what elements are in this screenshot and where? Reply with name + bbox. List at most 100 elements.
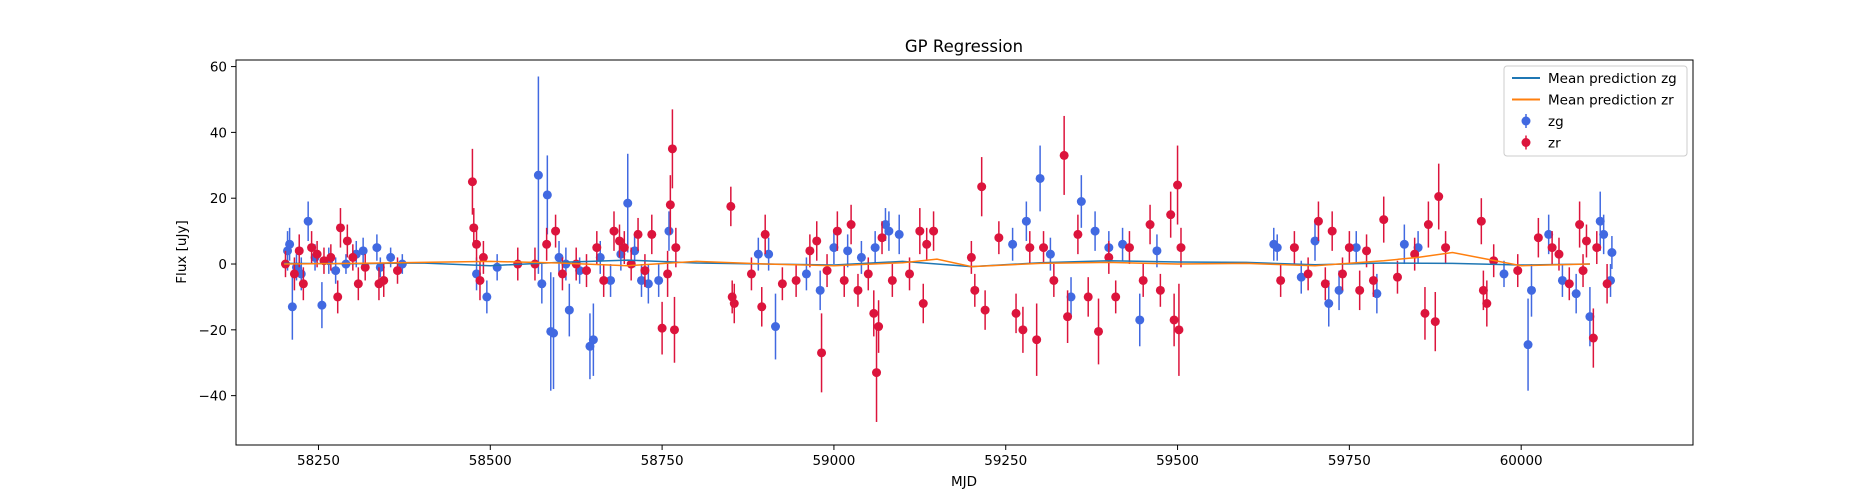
data-point-zg [815, 285, 825, 295]
legend-item: zr [1521, 135, 1561, 152]
legend-item: Mean prediction zg [1512, 71, 1677, 87]
data-point-zr [805, 246, 815, 256]
data-point-zg [1118, 239, 1128, 249]
data-point-zr [980, 305, 990, 315]
data-point-zr [657, 323, 667, 333]
data-point-zr [822, 266, 832, 276]
data-point-zr [333, 292, 343, 302]
data-point-zg [870, 243, 880, 253]
data-point-zr [1420, 308, 1430, 318]
data-point-zg [1310, 236, 1320, 246]
data-point-zr [1602, 279, 1612, 289]
data-point-zr [922, 239, 932, 249]
data-point-zr [1011, 308, 1021, 318]
data-point-zr [757, 302, 767, 312]
data-point-zr [1344, 243, 1354, 253]
data-point-zg [1076, 196, 1086, 206]
data-point-zr [977, 182, 987, 192]
data-point-zg [664, 226, 674, 236]
series-zr [280, 109, 1612, 422]
data-point-zr [1478, 285, 1488, 295]
data-point-zg [287, 302, 297, 312]
data-point-zr [1482, 299, 1492, 309]
data-point-zr [1169, 315, 1179, 325]
data-point-zr [929, 226, 939, 236]
data-point-zr [839, 275, 849, 285]
line-mean-prediction-zr [284, 251, 1590, 268]
data-point-zg [331, 266, 341, 276]
data-point-zg [1372, 289, 1382, 299]
data-point-zr [298, 279, 308, 289]
data-point-zr [1327, 226, 1337, 236]
data-point-zr [1313, 216, 1323, 226]
data-point-zr [475, 275, 485, 285]
data-point-zg [1523, 340, 1533, 350]
y-axis: −40 −20 0 20 40 60 [199, 60, 236, 405]
data-point-zr [289, 269, 299, 279]
x-tick-label: 59250 [984, 453, 1027, 469]
data-point-zr [1410, 249, 1420, 259]
data-point-zr [1533, 233, 1543, 243]
y-tick-label: −40 [199, 389, 228, 405]
data-point-zg [1152, 246, 1162, 256]
data-point-zr [307, 243, 317, 253]
data-point-zr [1166, 210, 1176, 220]
data-point-zr [640, 266, 650, 276]
data-point-zr [472, 239, 482, 249]
data-point-zg [397, 259, 407, 269]
data-point-zr [353, 279, 363, 289]
data-point-zg [623, 198, 633, 208]
data-point-zr [1513, 266, 1523, 276]
legend-label: Mean prediction zr [1548, 93, 1674, 109]
data-point-zr [966, 252, 976, 262]
data-point-zr [777, 279, 787, 289]
data-point-zr [1049, 275, 1059, 285]
data-point-zg [375, 262, 385, 272]
data-point-zr [379, 275, 389, 285]
data-point-zr [312, 249, 322, 259]
data-point-zr [1289, 243, 1299, 253]
data-point-zr [1176, 243, 1186, 253]
data-point-zg [764, 249, 774, 259]
data-point-zr [669, 325, 679, 335]
data-point-zr [1155, 285, 1165, 295]
data-point-zr [393, 266, 403, 276]
data-point-zr [1337, 269, 1347, 279]
data-point-zr [812, 236, 822, 246]
data-point-zr [918, 299, 928, 309]
data-point-zg [554, 252, 564, 262]
data-point-zr [877, 233, 887, 243]
data-point-zr [1104, 252, 1114, 262]
x-tick-label: 58500 [469, 453, 512, 469]
data-point-zr [1063, 312, 1073, 322]
data-point-zr [557, 269, 567, 279]
data-point-zr [853, 285, 863, 295]
data-point-zg [386, 252, 396, 262]
data-point-zg [1066, 292, 1076, 302]
data-point-zg [285, 239, 295, 249]
data-point-zg [843, 246, 853, 256]
data-point-zr [1588, 333, 1598, 343]
data-point-zr [478, 252, 488, 262]
data-point-zr [1025, 243, 1035, 253]
legend-marker-swatch [1521, 116, 1531, 126]
data-point-zr [905, 269, 915, 279]
legend-label: zg [1548, 114, 1564, 130]
data-point-zg [654, 275, 664, 285]
data-point-zr [614, 236, 624, 246]
data-point-zr [1392, 272, 1402, 282]
data-point-zg [564, 305, 574, 315]
data-point-zg [1607, 248, 1617, 257]
x-tick-label: 59750 [1328, 453, 1371, 469]
data-point-zg [588, 335, 598, 345]
data-point-zr [667, 144, 677, 154]
data-point-zg [1599, 229, 1609, 239]
data-point-zg [482, 292, 492, 302]
data-point-zg [1571, 289, 1581, 299]
data-point-zg [771, 322, 781, 332]
y-tick-label: −20 [199, 323, 228, 339]
chart-title: GP Regression [905, 37, 1023, 56]
x-tick-label: 58750 [641, 453, 684, 469]
data-point-zr [817, 348, 827, 358]
